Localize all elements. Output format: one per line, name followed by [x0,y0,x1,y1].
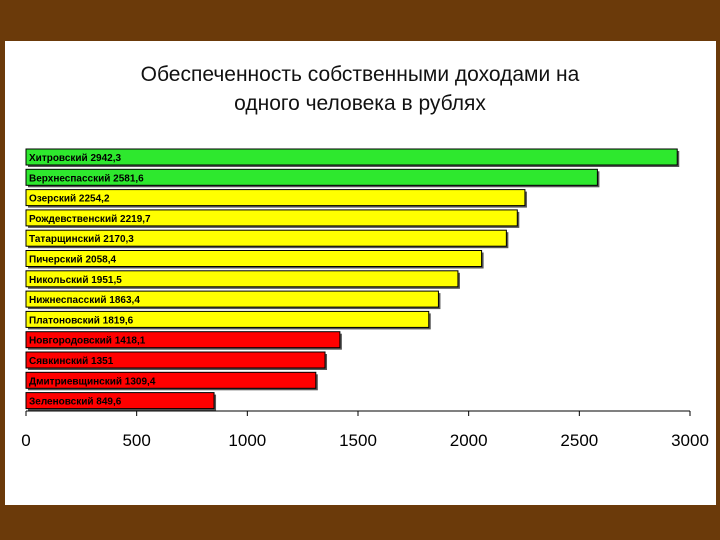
bar [25,168,598,186]
bar [25,250,483,267]
bar-label: Зеленовский 849,6 [29,397,122,408]
bar [25,270,459,288]
bar-label: Нижнеспасский 1863,4 [29,295,140,306]
x-tick-label: 2000 [450,431,488,450]
x-tick-label: 0 [21,431,30,450]
bar [25,229,507,247]
chart-title: Обеспеченность собственными доходами на … [0,60,720,118]
bar-label: Верхнеспасский 2581,6 [29,173,144,184]
bar [25,331,341,349]
bar [25,189,526,207]
x-tick-label: 1500 [339,431,377,450]
bar-label: Дмитриевщинский 1309,4 [29,376,156,387]
bar-label: Пичерский 2058,4 [29,255,116,266]
bar [25,392,215,410]
bar-label: Хитровский 2942,3 [29,153,121,164]
bar [25,371,317,389]
bar-label: Платоновский 1819,6 [29,315,134,326]
x-tick-label: 1000 [228,431,266,450]
chart-title-line-1: Обеспеченность собственными доходами на [140,63,580,86]
bar-label: Никольский 1951,5 [29,275,122,286]
bar-label: Новгородовский 1418,1 [29,336,146,347]
x-tick-label: 500 [122,431,150,450]
x-tick-label: 2500 [560,431,598,450]
bar-label: Сявкинский 1351 [29,356,114,367]
x-tick-label: 3000 [671,431,709,450]
bar-label: Озерский 2254,2 [29,194,110,205]
bar [25,351,326,369]
bar [25,148,678,166]
bar [25,310,430,328]
chart-title-line-2: одного человека в рублях [234,92,486,115]
bar [25,209,518,227]
bar-label: Рождевственский 2219,7 [29,214,151,225]
bar-label: Татарщинский 2170,3 [29,234,134,245]
bar [25,290,439,308]
